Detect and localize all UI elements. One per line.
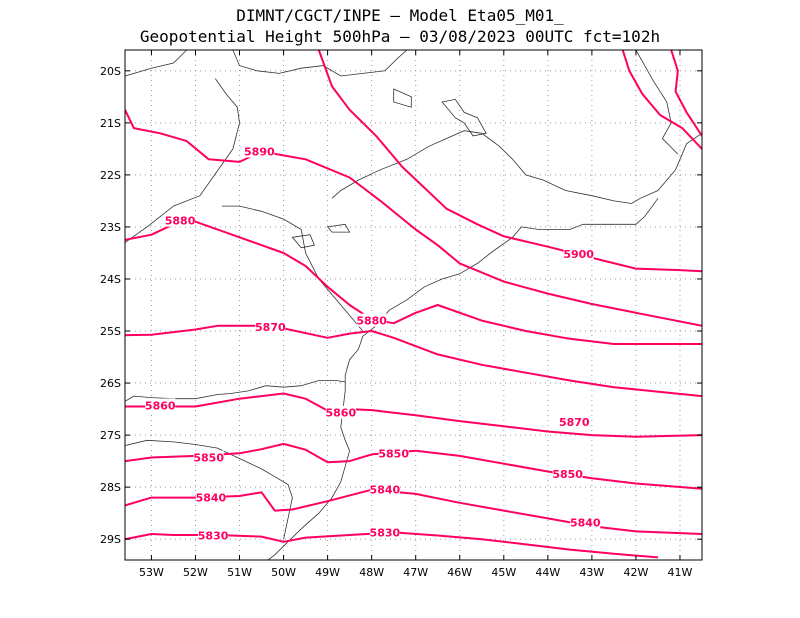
lat-tick-label: 26S (100, 377, 121, 390)
contour-label: 5840 (370, 484, 401, 497)
contour-label-background (570, 515, 601, 529)
lon-tick-label: 50W (271, 566, 296, 579)
lon-tick-label: 47W (403, 566, 428, 579)
contour-label: 5850 (552, 468, 583, 481)
lake-outline (441, 98, 487, 137)
lon-tick-label: 43W (579, 566, 604, 579)
lon-tick-label: 48W (359, 566, 384, 579)
contour-label-background (369, 525, 400, 539)
lat-tick-label: 24S (100, 273, 121, 286)
lon-tick-label: 51W (227, 566, 252, 579)
contour-line-5910 (621, 50, 702, 150)
map-title-line-1: DIMNT/CGCT/INPE – Model Eta05_M01_ (236, 6, 564, 25)
lon-tick-label: 49W (315, 566, 340, 579)
contour-label: 5850 (193, 451, 224, 464)
grid-lines (125, 50, 702, 560)
axis-ticks: 20S 21S 22S 23S 24S 25S 26S 27S 28S 29S 53W 52W 51W 5… (100, 50, 702, 579)
contour-line-5910 (670, 50, 702, 137)
lon-tick-label: 52W (183, 566, 208, 579)
lon-tick-label: 42W (623, 566, 648, 579)
contour-label: 5860 (145, 399, 176, 412)
contour-label-background (356, 313, 387, 327)
contour-label-background (198, 528, 229, 542)
map-title-line-2: Geopotential Height 500hPa – 03/08/2023 … (139, 27, 661, 46)
coastline-segment (267, 226, 522, 560)
contour-label-background (563, 247, 594, 260)
contour-label-background (165, 213, 196, 227)
lon-tick-label: 53W (139, 566, 164, 579)
contour-layer (125, 50, 702, 559)
coastline-segment (125, 50, 187, 77)
coastline-segment (232, 50, 408, 77)
contour-labels: 5830 5830 5840 5840 5840 5850 5850 5850 5860 5860… (145, 144, 601, 543)
lat-tick-label: 20S (100, 65, 121, 78)
coastline-layer (125, 50, 702, 560)
contour-label: 5830 (198, 530, 229, 543)
contour-line-5890 (125, 109, 702, 327)
contour-label: 5880 (165, 215, 196, 228)
contour-line-5830 (125, 531, 659, 559)
lon-tick-label: 45W (491, 566, 516, 579)
contour-label: 5840 (570, 517, 601, 530)
lat-tick-label: 25S (100, 325, 121, 338)
contour-line-5880 (125, 220, 702, 345)
lake-outline (291, 234, 315, 249)
contour-label: 5860 (326, 407, 357, 420)
contour-label: 5830 (370, 526, 401, 539)
coastline-segment (125, 380, 346, 402)
contour-label: 5850 (378, 447, 409, 460)
contour-label-background (325, 405, 356, 419)
lat-tick-label: 23S (100, 221, 121, 234)
lake-outline (326, 223, 351, 233)
contour-label-background (559, 415, 590, 429)
lon-tick-label: 41W (668, 566, 693, 579)
coastline-segment (521, 198, 659, 230)
map-frame (124, 49, 703, 561)
lon-tick-label: 44W (535, 566, 560, 579)
contour-label-background (255, 319, 286, 333)
lon-tick-label: 46W (447, 566, 472, 579)
contour-line-5870 (125, 324, 702, 398)
contour-label-background (193, 450, 224, 464)
coastline-segment (635, 50, 679, 155)
contour-label-background (378, 446, 409, 460)
contour-label: 5880 (356, 315, 387, 328)
contour-label-background (195, 490, 226, 504)
coastline-segment (125, 439, 293, 540)
contour-label: 5840 (196, 492, 227, 505)
contour-line-5900 (317, 50, 702, 273)
contour-label: 5870 (255, 321, 286, 334)
lat-tick-label: 29S (100, 533, 121, 546)
contour-label-background (552, 467, 583, 481)
coastline-segment (221, 205, 364, 332)
lat-tick-label: 28S (100, 481, 121, 494)
contour-line-5860 (125, 392, 702, 438)
contour-label-background (369, 482, 400, 496)
lat-tick-label: 21S (100, 117, 121, 130)
contour-label: 5900 (563, 248, 594, 261)
contour-label-background (244, 144, 275, 158)
contour-label-background (145, 398, 176, 412)
contour-label: 5870 (559, 416, 590, 429)
lat-tick-label: 27S (100, 429, 121, 442)
contour-label: 5890 (244, 145, 275, 158)
coastline-segment (331, 130, 702, 204)
lat-tick-label: 22S (100, 169, 121, 182)
lake-outline (393, 88, 412, 108)
coastline-segment (125, 78, 240, 243)
